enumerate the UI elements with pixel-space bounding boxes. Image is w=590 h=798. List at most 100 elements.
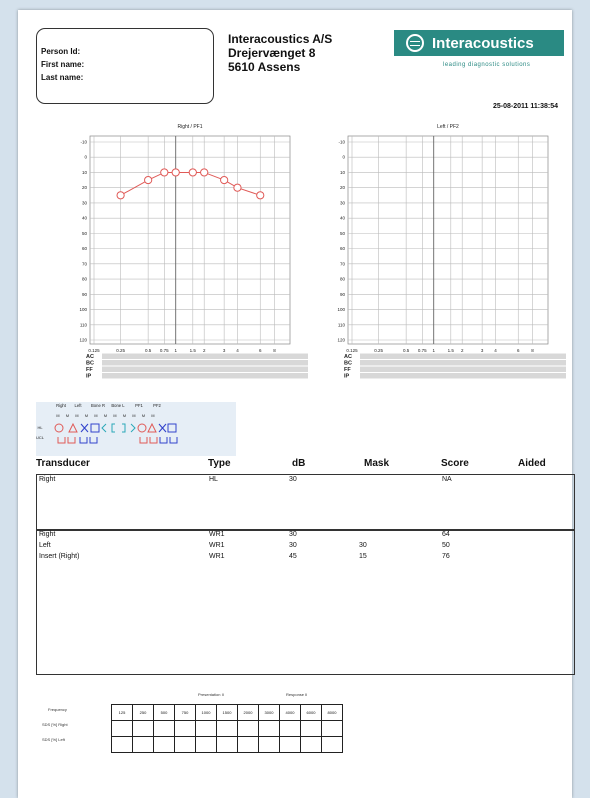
person-id-label: Person Id: (41, 47, 81, 56)
result-score: NA (442, 476, 452, 483)
db-tick-label: 70 (82, 261, 88, 266)
freq-tick-label: 0.125 (346, 348, 358, 353)
result-transducer: Right (39, 476, 56, 483)
sds-row-label-frequency: Frequency (48, 707, 67, 712)
report-datetime: 25-08-2011 11:38:54 (493, 103, 558, 110)
legend-subheader: M (132, 414, 135, 418)
pf1-triangle-icon (147, 422, 157, 433)
bone-right-masked-icon (111, 423, 115, 433)
db-tick-label: 110 (80, 322, 88, 327)
legend-subheader: M (56, 414, 59, 418)
sds-freq-cell: 1500 (216, 704, 238, 721)
col-mask: Mask (364, 458, 390, 469)
sds-table: 125 250 500 750 1000 1500 2000 3000 4000… (111, 704, 343, 753)
db-tick-label: 20 (82, 185, 88, 190)
sds-cell (153, 736, 175, 753)
db-tick-label: 10 (340, 170, 346, 175)
legend-subheader: M (123, 414, 126, 418)
db-tick-label: 10 (82, 170, 88, 175)
result-score: 64 (442, 531, 450, 538)
sds-presentation-label: Presentation II (198, 692, 224, 697)
audiogram-row-bar (360, 373, 566, 379)
freq-tick-label: 4 (494, 348, 497, 353)
logo-tagline: leading diagnostic solutions (443, 62, 531, 68)
sds-right-row (111, 720, 343, 737)
audiogram-row-bar (360, 366, 566, 372)
result-type: WR1 (209, 553, 225, 560)
sds-cell (258, 720, 280, 737)
patient-info-box: Person Id: First name: Last name: (36, 28, 214, 104)
freq-tick-label: 8 (273, 348, 276, 353)
db-tick-label: -10 (338, 140, 345, 145)
sds-freq-cell: 3000 (258, 704, 280, 721)
db-tick-label: 80 (340, 277, 346, 282)
result-db: 45 (289, 553, 297, 560)
sds-cell (195, 736, 217, 753)
freq-tick-label: 0.5 (403, 348, 410, 353)
legend-subheader: M (85, 414, 88, 418)
audiogram-report-page: Person Id: First name: Last name: Intera… (18, 10, 575, 798)
audiogram-series-line (120, 171, 261, 196)
audiogram-row-bar (360, 353, 566, 359)
audiogram-row-bar (102, 353, 308, 359)
freq-tick-label: 4 (236, 348, 239, 353)
sds-cell (321, 736, 343, 753)
legend-subheader: M (113, 414, 116, 418)
freq-tick-label: 1.5 (448, 348, 455, 353)
sds-cell (111, 736, 133, 753)
ucl-symbol-icon (169, 437, 178, 444)
sds-freq-cell: 500 (153, 704, 175, 721)
sds-cell (300, 736, 322, 753)
freq-tick-label: 1 (174, 348, 177, 353)
result-db: 30 (289, 476, 297, 483)
col-db: dB (292, 458, 306, 469)
left-square-icon (90, 423, 100, 433)
audiogram-point (171, 168, 180, 177)
col-aided: Aided (518, 458, 546, 469)
db-tick-label: 100 (337, 307, 345, 312)
result-transducer: Insert (Right) (39, 553, 80, 560)
audiogram-point (200, 168, 209, 177)
sds-cell (279, 736, 301, 753)
audiogram-point (233, 183, 242, 192)
freq-tick-label: 8 (531, 348, 534, 353)
sds-cell (216, 736, 238, 753)
audiogram-title: Right / PF1 (177, 124, 202, 130)
pf1-circle-icon (137, 423, 147, 433)
sds-cell (132, 720, 154, 737)
audiogram-row-bar (102, 373, 308, 379)
result-score: 50 (442, 542, 450, 549)
clinic-address: Interacoustics A/S Drejervænget 8 5610 A… (228, 32, 332, 74)
sds-cell (300, 720, 322, 737)
ucl-symbol-icon (139, 437, 148, 444)
pf2-cross-icon (158, 423, 167, 433)
sds-response-label: Response II (286, 692, 308, 697)
ucl-symbol-icon (149, 437, 158, 444)
interacoustics-emblem-icon (406, 34, 424, 52)
result-type: WR1 (209, 531, 225, 538)
result-type: WR1 (209, 542, 225, 549)
audiogram-frame (89, 135, 291, 345)
sds-freq-cell: 2000 (237, 704, 259, 721)
audiogram-row-label: BC (86, 361, 94, 367)
result-transducer: Left (39, 542, 51, 549)
audiogram-row-label: AC (344, 354, 352, 360)
sds-cell (237, 736, 259, 753)
result-score: 76 (442, 553, 450, 560)
sds-cell (153, 720, 175, 737)
db-tick-label: 50 (82, 231, 88, 236)
legend-header: Bone R (91, 403, 105, 408)
audiogram-row-label: FF (344, 367, 351, 373)
clinic-city: 5610 Assens (228, 60, 301, 74)
freq-tick-label: 0.75 (160, 348, 169, 353)
sds-cell (111, 720, 133, 737)
audiogram-row-bar (360, 360, 566, 366)
symbol-legend-box (36, 402, 236, 456)
left-cross-icon (80, 423, 89, 433)
db-tick-label: 0 (342, 155, 345, 160)
pf2-square-icon (167, 423, 177, 433)
sds-left-row (111, 736, 343, 753)
logo-name: Interacoustics (432, 34, 534, 52)
audiogram-point (188, 168, 197, 177)
audiogram-row-label: IP (344, 374, 350, 380)
